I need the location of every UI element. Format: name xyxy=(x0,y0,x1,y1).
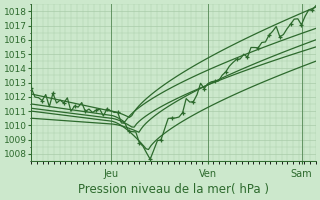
X-axis label: Pression niveau de la mer( hPa ): Pression niveau de la mer( hPa ) xyxy=(78,183,269,196)
